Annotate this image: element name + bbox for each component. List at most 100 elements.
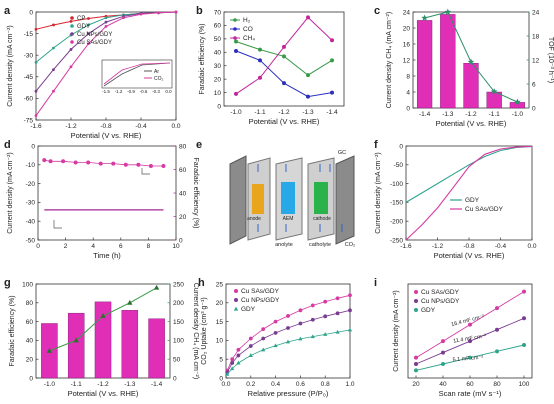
panel-d-fe-point xyxy=(111,161,116,166)
panel-h-data-point xyxy=(261,327,266,332)
panel-h-data-point xyxy=(230,366,235,371)
panel-b-legend-label: H₂ xyxy=(243,17,251,24)
panel-b-y-tick-label: 60 xyxy=(214,23,222,30)
panel-b-letter: b xyxy=(196,5,203,17)
panel-h-x-tick-label: 0.4 xyxy=(271,381,280,388)
panel-c-y2-tick-label: 12 xyxy=(532,57,540,64)
panel-c-tof-marker xyxy=(444,8,452,15)
panel-i-data-point xyxy=(414,368,418,373)
panel-i-data-point xyxy=(468,322,472,327)
panel-g-y2-tick-label: 150 xyxy=(173,319,184,326)
panel-i-slope-label: 5.1 mF cm⁻² xyxy=(452,355,483,364)
panel-i-legend-label: GDY xyxy=(421,307,436,314)
panel-a-y-tick-label: -15 xyxy=(24,31,34,38)
panel-e-aem xyxy=(281,182,295,214)
panel-a-inset-tick-label: -1.5 xyxy=(102,89,110,94)
panel-b-ylabel: Faradaic efficiency (%) xyxy=(199,23,206,94)
panel-f-y-tick-label: -150 xyxy=(390,200,403,207)
panel-a-data-point xyxy=(87,23,90,27)
panel-h-y-tick-label: 15 xyxy=(216,319,224,326)
panel-h-data-point xyxy=(286,326,290,330)
panel-a-data-point xyxy=(34,89,38,93)
panel-d-right-arrow xyxy=(141,168,150,175)
panel-i-data-point xyxy=(468,355,472,360)
panel-d-letter: d xyxy=(4,139,11,151)
panel-g-y2-tick-label: 200 xyxy=(173,300,184,307)
panel-a-data-point xyxy=(34,61,38,64)
panel-i-data-point xyxy=(522,316,526,321)
panel-i-legend-label: Cu NPs/GDY xyxy=(421,298,460,305)
panel-b-data-point xyxy=(330,38,334,43)
panel-h-series-line xyxy=(226,329,351,375)
panel-g-x-tick-label: -1.1 xyxy=(71,381,83,388)
panel-h-data-point xyxy=(261,336,266,341)
panel-h-data-point xyxy=(230,361,235,365)
panel-f-x-tick-label: -0.4 xyxy=(495,243,507,250)
panel-g-x-tick-label: -1.3 xyxy=(124,381,136,388)
panel-h-data-point xyxy=(310,334,315,339)
panel-h-data-point xyxy=(323,299,328,304)
panel-i-ylabel: Current density (mA cm⁻²) xyxy=(393,290,400,372)
panel-f-y-tick-label: -100 xyxy=(390,181,403,188)
panel-f-legend-label: GDY xyxy=(465,197,480,204)
panel-a-data-point xyxy=(52,46,55,50)
panel-a-ylabel: Current density (mA cm⁻²) xyxy=(7,25,14,107)
panel-g-bar xyxy=(94,301,112,379)
panel-b-y-tick-label: 20 xyxy=(214,76,222,83)
panel-h-y-tick-label: 20 xyxy=(216,300,224,307)
panel-f-y-tick-label: -250 xyxy=(390,237,403,244)
panel-b-data-point xyxy=(282,81,286,86)
panel-d-fe-point xyxy=(148,163,153,168)
panel-f-x-tick-label: -1.6 xyxy=(400,243,412,250)
panel-b-data-point xyxy=(306,73,310,78)
panel-h-data-point xyxy=(298,321,303,326)
panel-f-series-line xyxy=(405,145,533,203)
panel-a-data-point xyxy=(34,114,38,118)
panel-a-data-point xyxy=(104,20,108,24)
panel-a-legend-label: GDY xyxy=(77,24,90,30)
panel-a-data-point xyxy=(69,48,73,51)
panel-a-inset-legend-label: Ar xyxy=(154,69,159,75)
panel-b-x-tick-label: -1.4 xyxy=(326,109,338,116)
panel-b-y-tick-label: 0 xyxy=(217,103,221,110)
panel-d-y2-tick-label: 80 xyxy=(179,143,187,150)
panel-g-ch4-marker xyxy=(100,313,106,318)
panel-c-y2-tick-label: 0 xyxy=(532,105,536,112)
panel-h-data-point xyxy=(323,314,328,319)
panel-g-letter: g xyxy=(4,277,11,289)
panel-g-xlabel: Potential (V vs. RHE) xyxy=(68,389,139,398)
panel-i-data-point xyxy=(441,350,445,355)
panel-d-ylabel: Current density (mA cm⁻²) xyxy=(7,152,14,234)
panel-a-legend-marker xyxy=(70,24,74,28)
panel-h-data-point xyxy=(273,319,278,324)
panel-i-data-point xyxy=(495,327,499,332)
panel-c-y-tick-label: 12 xyxy=(403,57,411,64)
panel-d-x-tick-label: 6 xyxy=(119,243,123,250)
panel-i-x-tick-label: 80 xyxy=(493,381,501,388)
panel-a-y-tick-label: -30 xyxy=(24,53,34,60)
panel-e-label-catholyte: catholyte xyxy=(309,242,331,248)
panel-c-x-tick-label: -1.0 xyxy=(512,111,524,118)
panel-b-data-point xyxy=(234,48,238,53)
panel-i-legend-marker xyxy=(414,290,418,294)
panel-b-x-tick-label: -1.2 xyxy=(278,109,290,116)
panel-d-y-tick-label: -40 xyxy=(26,219,36,226)
panel-a-y-tick-label: 0 xyxy=(29,9,33,16)
panel-c-y-tick-label: 24 xyxy=(403,9,411,16)
panel-f-y-tick-label: -200 xyxy=(390,219,403,226)
panel-g-y2-tick-label: 250 xyxy=(173,281,184,288)
panel-h-data-point xyxy=(236,347,241,352)
panel-g-y2label: Current density CH₄ (mA cm⁻²) xyxy=(192,283,199,379)
panel-g-bar xyxy=(148,318,165,379)
panel-c-x-tick-label: -1.4 xyxy=(419,111,431,118)
panel-d-y2label: Faradaic efficiency (%) xyxy=(192,157,199,228)
panel-a-inset-tick-label: -0.9 xyxy=(127,89,135,94)
panel-b-frame xyxy=(223,11,345,107)
panel-h-data-point xyxy=(310,317,315,322)
panel-d-fe-point xyxy=(42,158,47,163)
panel-f-x-tick-label: 0.0 xyxy=(527,243,536,250)
panel-h-letter: h xyxy=(198,277,205,289)
panel-b-y-tick-label: 50 xyxy=(214,36,222,43)
panel-a-xlabel: Potential (V vs. RHE) xyxy=(71,131,142,140)
panel-c-bar xyxy=(440,14,456,109)
